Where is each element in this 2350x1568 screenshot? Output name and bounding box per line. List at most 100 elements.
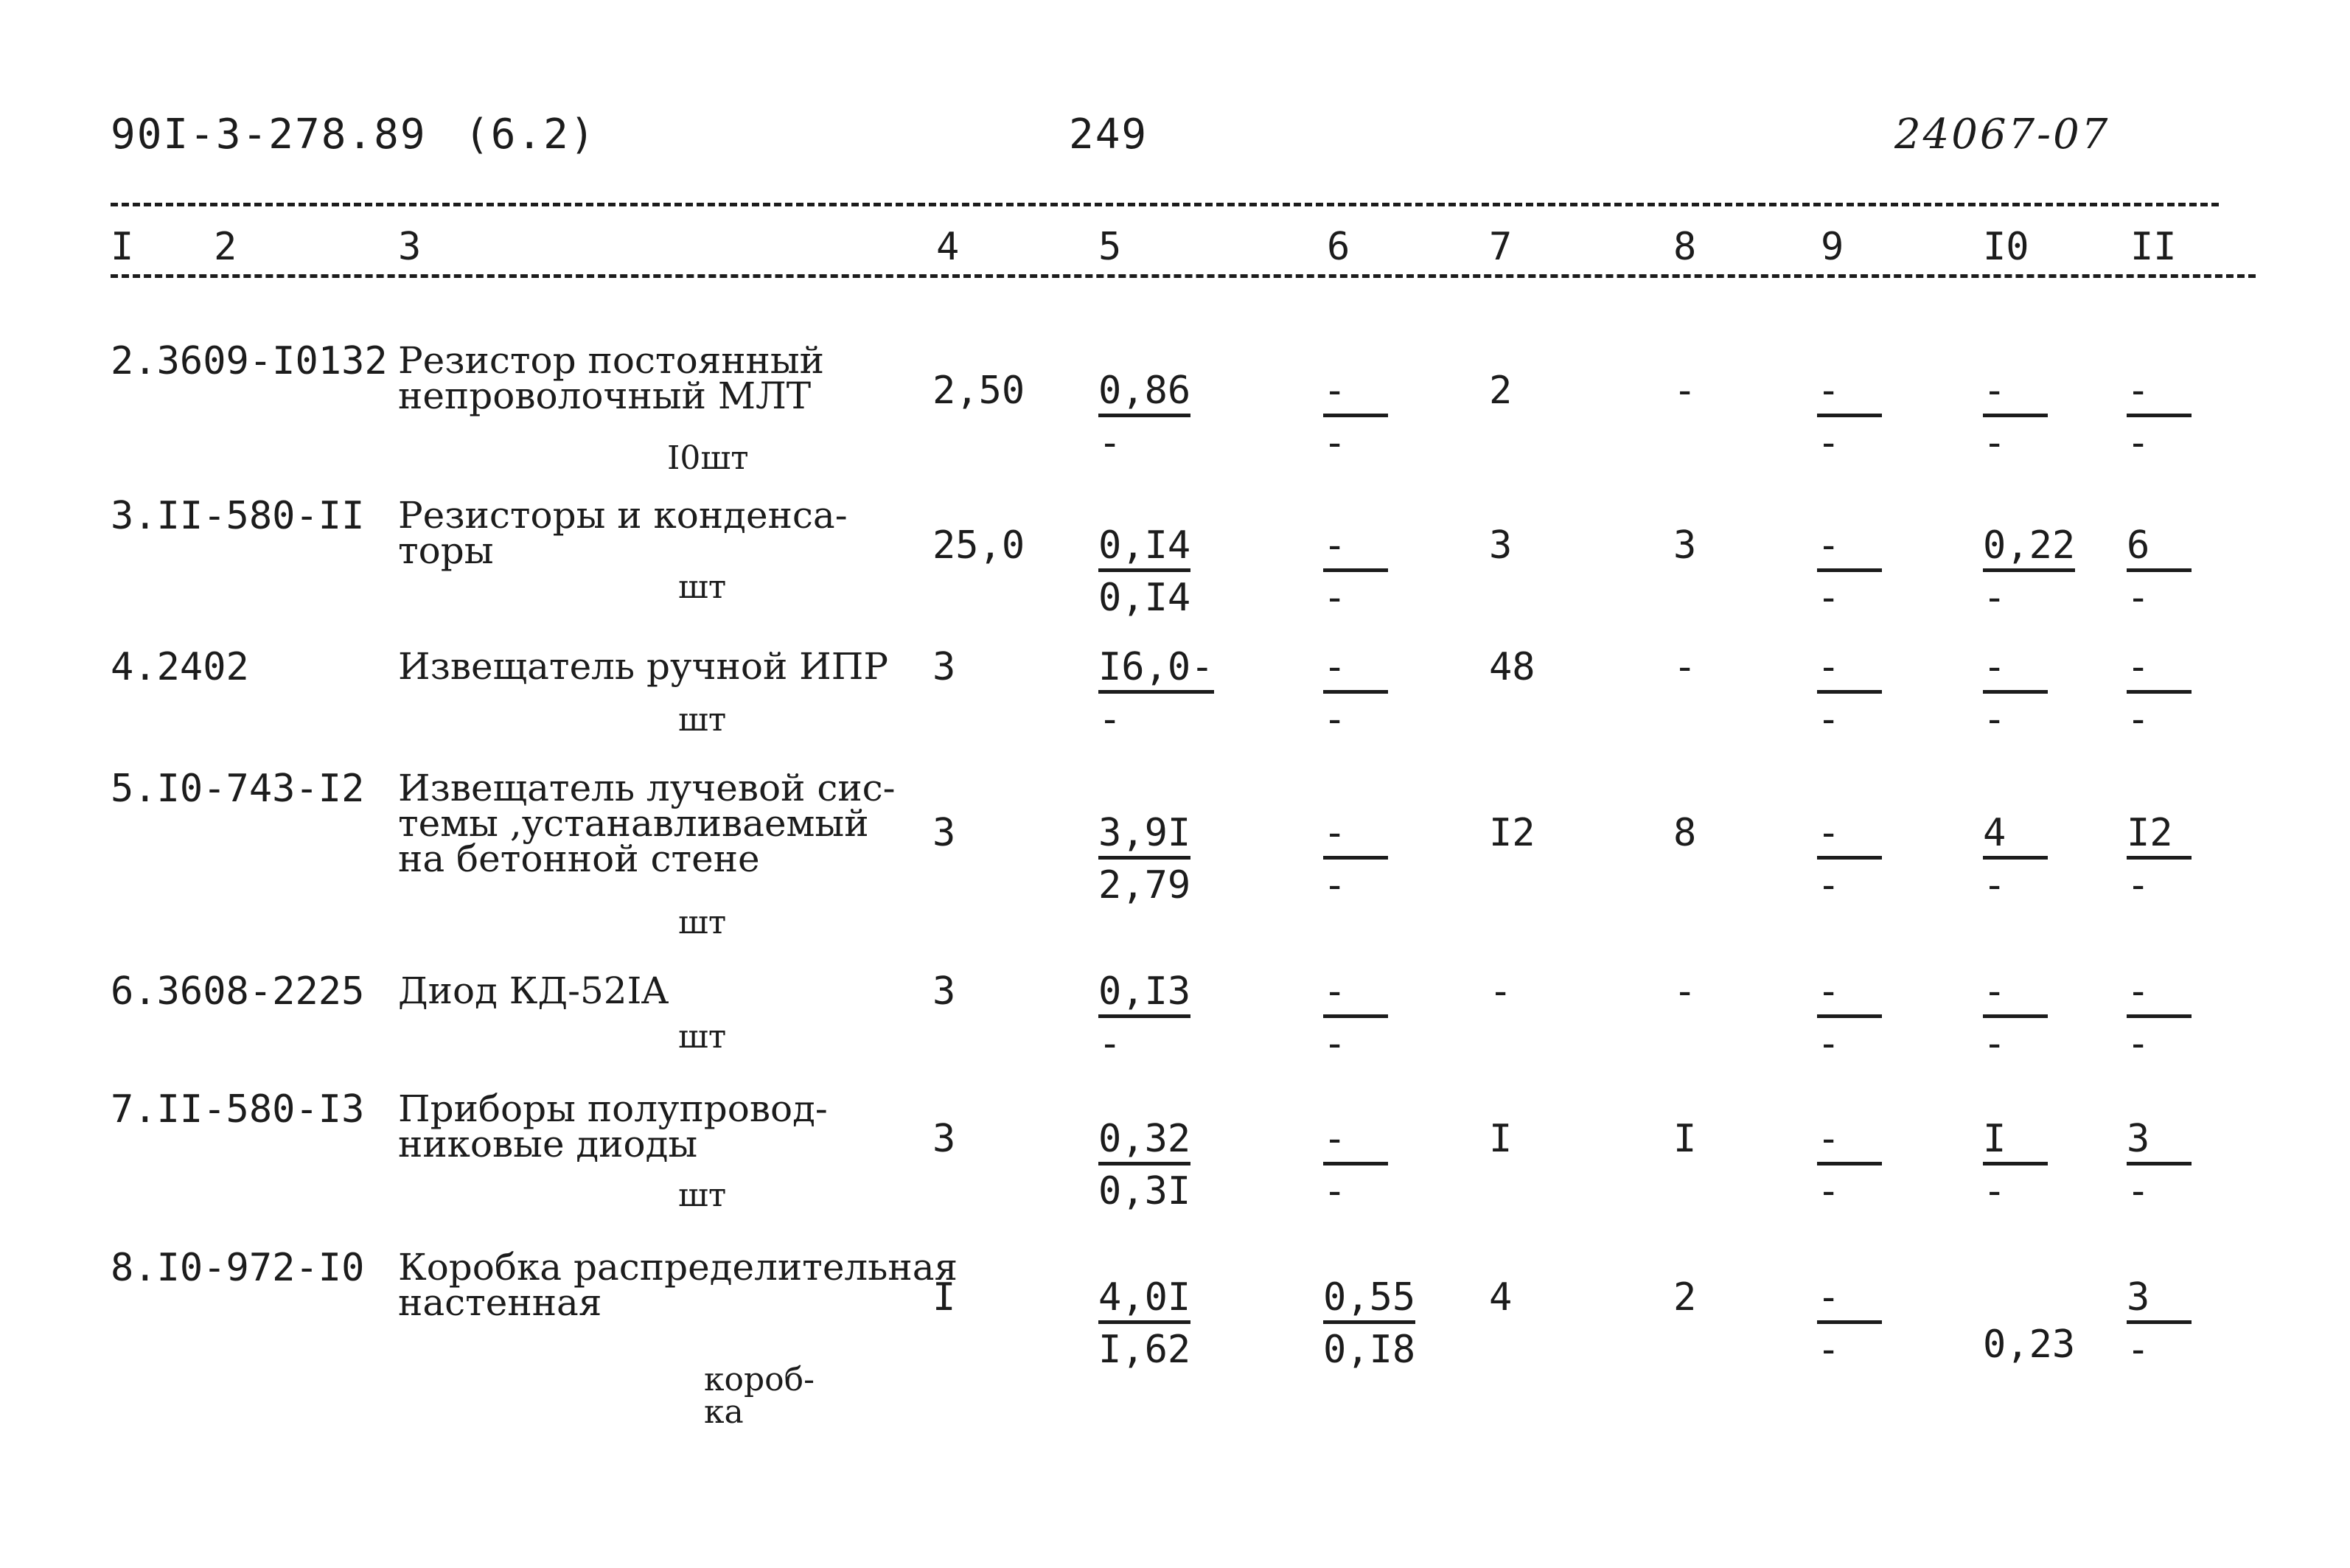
row-c5-fraction: 0,I4 0,I4: [1098, 524, 1191, 620]
row-name-line: Извещатель лучевой сис-: [398, 767, 896, 809]
row-name-line: темы ,устанавливаемый: [398, 802, 869, 845]
row-c5-fraction: 0,32 0,3I: [1098, 1118, 1191, 1213]
row-name: Резисторы и конденса-торы: [398, 497, 848, 569]
row-name: Коробка распределительная настенная: [398, 1246, 958, 1321]
row-c10-fraction: --: [1983, 369, 2048, 464]
fraction-numerator: -: [1817, 1118, 1882, 1165]
row-col8: -: [1673, 645, 1697, 689]
row-name: Резистор постоянный непроволочный МЛТ: [398, 339, 825, 417]
row-c11-fraction: --: [2127, 369, 2192, 464]
row-col4: 25,0: [932, 523, 1025, 568]
row-c5-fraction: 3,9I 2,79: [1098, 812, 1191, 907]
row-col7: 48: [1489, 645, 1535, 689]
fraction-numerator: -: [1323, 524, 1388, 572]
fraction-denominator: -: [1323, 421, 1347, 465]
section-number: (6.2): [464, 111, 596, 158]
fraction-denominator: 0,I4: [1098, 576, 1191, 620]
fraction-denominator: -: [1983, 1022, 2006, 1066]
fraction-denominator: -: [1817, 1022, 1841, 1066]
row-c6-fraction: --: [1323, 524, 1388, 619]
row-name-line: на бетонной стене: [398, 837, 760, 880]
row-c6-fraction: --: [1323, 812, 1388, 907]
fraction-numerator: -: [1323, 812, 1388, 860]
fraction-denominator: -: [1323, 697, 1347, 742]
fraction-numerator: 6: [2127, 524, 2192, 572]
row-c9-fraction: --: [1817, 970, 1882, 1065]
column-number-1: I: [111, 225, 134, 269]
fraction-numerator: -: [2127, 646, 2192, 694]
row-code: 6.3608-2225: [111, 969, 365, 1014]
fraction-numerator: 3,9I: [1098, 812, 1191, 860]
fraction-numerator: -: [1323, 646, 1388, 694]
row-name-line: Коробка распределительная: [398, 1246, 958, 1289]
row-col8: 2: [1673, 1275, 1697, 1320]
row-col4: 3: [932, 1117, 956, 1161]
row-unit: I0шт: [667, 439, 749, 477]
fraction-denominator: -: [1983, 576, 2006, 620]
row-unit: шт: [678, 701, 727, 739]
row-name-line: никовые диоды: [398, 1123, 698, 1165]
row-col8: 8: [1673, 811, 1697, 855]
row-c9-fraction: --: [1817, 812, 1882, 907]
row-c5-fraction: 0,86-: [1098, 369, 1191, 465]
fraction-numerator: -: [1817, 812, 1882, 860]
fraction-denominator: -: [1817, 576, 1841, 620]
fraction-denominator: -: [1817, 1169, 1841, 1213]
row-c10-fraction: 4-: [1983, 812, 2048, 907]
fraction-denominator: -: [1323, 1169, 1347, 1213]
fraction-numerator: 0,55: [1323, 1276, 1416, 1324]
row-col4: 3: [932, 811, 956, 855]
fraction-numerator: -: [1983, 970, 2048, 1018]
fraction-numerator: -: [1817, 369, 1882, 417]
fraction-numerator: -: [1323, 970, 1388, 1018]
row-col7: -: [1489, 969, 1513, 1014]
row-name-line: непроволочный МЛТ: [398, 374, 812, 417]
fraction-denominator: -: [2127, 697, 2150, 742]
row-c9-fraction: --: [1817, 1118, 1882, 1213]
row-c9-fraction: --: [1817, 524, 1882, 619]
fraction-denominator: -: [1817, 421, 1841, 465]
fraction-numerator: 4,0I: [1098, 1276, 1191, 1324]
row-code: 3.II-580-II: [111, 494, 365, 538]
fraction-numerator: I: [1983, 1118, 2048, 1165]
fraction-denominator: -: [1817, 697, 1841, 742]
row-code: 8.I0-972-I0: [111, 1246, 365, 1290]
row-name-line: Диод КД-52IA: [398, 969, 669, 1012]
row-c11-fraction: --: [2127, 646, 2192, 741]
row-name: Приборы полупровод-никовые диоды: [398, 1090, 828, 1165]
fraction-numerator: 0,22: [1983, 524, 2076, 572]
fraction-numerator: 0,I4: [1098, 524, 1191, 572]
row-c10-fraction: I-: [1983, 1118, 2048, 1213]
fraction-denominator: 0,23: [1983, 1323, 2076, 1367]
row-col4: I: [932, 1275, 956, 1320]
fraction-denominator: -: [1323, 1022, 1347, 1066]
column-number-6: 6: [1327, 225, 1350, 269]
fraction-denominator: -: [1983, 863, 2006, 907]
archive-number: 24067-07: [1894, 111, 2110, 158]
row-col8: -: [1673, 369, 1697, 413]
fraction-numerator: 3: [2127, 1118, 2192, 1165]
row-col7: 3: [1489, 523, 1513, 568]
row-c6-fraction: --: [1323, 369, 1388, 464]
fraction-denominator: -: [2127, 863, 2150, 907]
column-number-9: 9: [1821, 225, 1844, 269]
fraction-numerator: [1983, 1276, 2075, 1319]
fraction-denominator: -: [2127, 1169, 2150, 1213]
fraction-denominator: -: [1098, 1022, 1122, 1066]
fraction-denominator: -: [1983, 421, 2006, 465]
fraction-denominator: -: [2127, 576, 2150, 620]
fraction-denominator: -: [1323, 576, 1347, 620]
row-c11-fraction: 3-: [2127, 1276, 2192, 1371]
fraction-denominator: -: [1098, 421, 1122, 465]
page-number: 249: [1069, 111, 1148, 158]
fraction-numerator: -: [1817, 524, 1882, 572]
fraction-numerator: 4: [1983, 812, 2048, 860]
document-code: 90I-3-278.89: [111, 111, 427, 158]
column-number-5: 5: [1098, 225, 1122, 269]
row-col8: I: [1673, 1117, 1697, 1161]
header-bottom-rule: [111, 274, 2256, 278]
row-c6-fraction: --: [1323, 646, 1388, 741]
fraction-denominator: -: [1983, 697, 2006, 742]
row-name-line: Резистор постоянный: [398, 339, 825, 382]
fraction-numerator: I2: [2127, 812, 2192, 860]
